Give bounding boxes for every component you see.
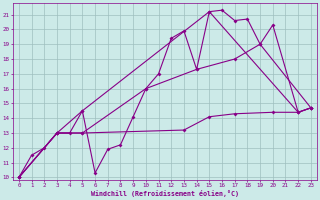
X-axis label: Windchill (Refroidissement éolien,°C): Windchill (Refroidissement éolien,°C) bbox=[91, 190, 239, 197]
